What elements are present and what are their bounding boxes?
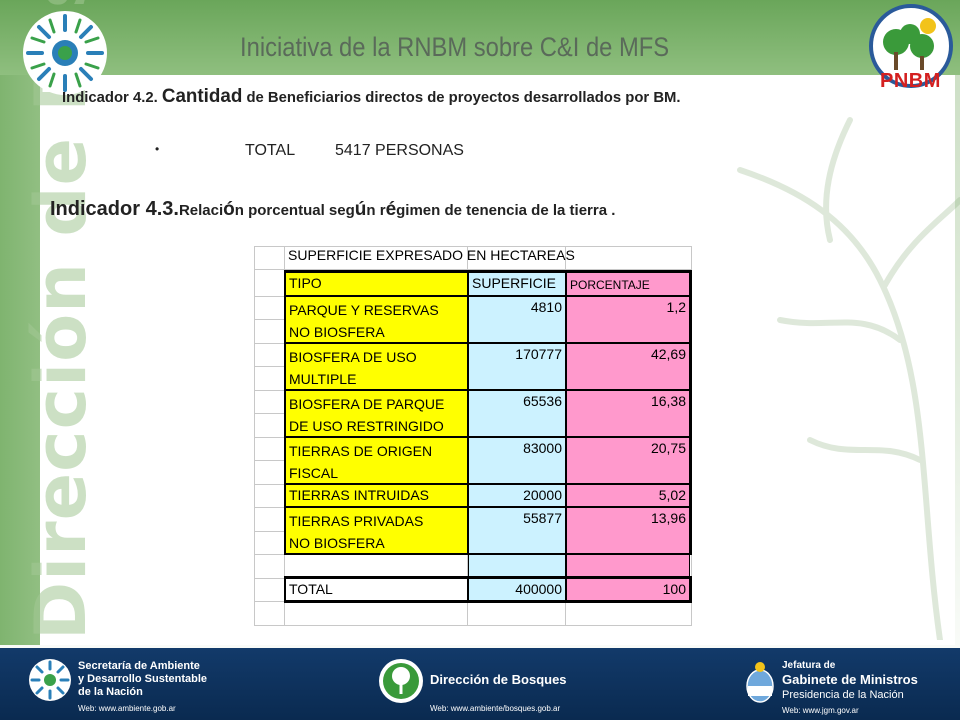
table-row-tipo: BIOSFERA DE USO MULTIPLE <box>285 343 468 390</box>
header-band <box>0 0 960 75</box>
table-row-superficie: 170777 <box>468 343 566 390</box>
indicator-4-2-suffix: de Beneficiarios directos de proyectos d… <box>242 89 681 106</box>
table-row-superficie: 83000 <box>468 437 566 484</box>
bullet: • <box>155 142 160 156</box>
tipo-line-2: DE USO RESTRINGIDO <box>289 418 444 434</box>
sun-logo-icon <box>23 11 107 95</box>
tipo-line-2: NO BIOSFERA <box>289 324 385 340</box>
indicator-4-3-big2: ú <box>354 199 367 220</box>
tipo-line-1: PARQUE Y RESERVAS <box>289 302 439 318</box>
indicator-4-3-part1: Relaci <box>178 202 224 219</box>
total-value: 5417 PERSONAS <box>335 142 464 159</box>
table-row-porcentaje: 1,2 <box>566 296 690 343</box>
blank-cell <box>566 554 690 578</box>
header-title: Iniciativa de la RNBM sobre C&I de MFS <box>240 32 670 62</box>
indicator-4-3-big3: é <box>385 199 397 220</box>
total-row-tipo: TOTAL <box>285 578 468 601</box>
footer-center-title: Dirección de Bosques <box>430 672 567 687</box>
tree-branches-decoration <box>737 117 960 640</box>
pnbm-logo-icon <box>869 4 953 88</box>
tipo-line-2: MULTIPLE <box>289 371 357 387</box>
header-porcentaje: PORCENTAJE <box>566 272 690 296</box>
indicator-4-3-big1: ó <box>223 199 235 220</box>
spreadsheet: SUPERFICIE EXPRESADO EN HECTAREAS TIPO S… <box>254 246 692 626</box>
table-row-porcentaje: 16,38 <box>566 390 690 437</box>
bosques-logo-icon <box>379 659 423 703</box>
pnbm-logo-text: PNBM <box>880 70 941 92</box>
total-label: TOTAL <box>245 142 296 159</box>
argentina-coat-of-arms-icon <box>746 662 774 703</box>
footer-left-line3: de la Nación <box>78 686 143 698</box>
tipo-line-1: TIERRAS PRIVADAS <box>289 513 424 529</box>
indicator-4-3-part3: n r <box>366 202 386 219</box>
table-row-porcentaje: 20,75 <box>566 437 690 484</box>
footer-right-line3: Presidencia de la Nación <box>782 689 904 701</box>
footer-left-web[interactable]: Web: www.ambiente.gob.ar <box>78 704 176 713</box>
header-tipo: TIPO <box>285 272 468 296</box>
table-row-superficie: 20000 <box>468 484 566 507</box>
gridline <box>254 625 692 626</box>
footer-left-line2: y Desarrollo Sustentable <box>78 673 207 685</box>
indicator-4-3-part2: n porcentual seg <box>234 202 355 219</box>
table-row-tipo: TIERRAS INTRUIDAS <box>285 484 468 507</box>
table-row-superficie: 4810 <box>468 296 566 343</box>
indicator-4-3-lead: Indicador 4.3. <box>50 198 179 220</box>
indicator-4-3: Indicador 4.3.Relación porcentual según … <box>50 198 615 221</box>
gridline <box>691 246 692 626</box>
footer-right-line2: Gabinete de Ministros <box>782 672 918 687</box>
indicator-4-2-emphasis: Cantidad <box>161 86 243 107</box>
gridline <box>254 246 255 626</box>
table-title: SUPERFICIE EXPRESADO EN HECTAREAS <box>288 247 575 263</box>
indicator-4-2: Indicador 4.2. Cantidad de Beneficiarios… <box>62 86 681 108</box>
table-row-porcentaje: 13,96 <box>566 507 690 554</box>
table-row-porcentaje: 42,69 <box>566 343 690 390</box>
table-row-tipo: TIERRAS DE ORIGEN FISCAL <box>285 437 468 484</box>
tipo-line-2: FISCAL <box>289 465 339 481</box>
tipo-line-1: BIOSFERA DE PARQUE <box>289 396 445 412</box>
table-row-porcentaje: 5,02 <box>566 484 690 507</box>
total-row-superficie: 400000 <box>468 578 566 601</box>
header-superficie: SUPERFICIE <box>468 272 566 296</box>
gridline <box>254 246 692 247</box>
table-row-tipo: TIERRAS PRIVADAS NO BIOSFERA <box>285 507 468 554</box>
gridline <box>254 601 692 602</box>
tipo-line-2: NO BIOSFERA <box>289 535 385 551</box>
tipo-line-1: TIERRAS DE ORIGEN <box>289 443 433 459</box>
table-row-superficie: 65536 <box>468 390 566 437</box>
indicator-4-3-part4: gimen de tenencia de la tierra . <box>396 202 616 219</box>
footer-right-web[interactable]: Web: www.jgm.gov.ar <box>782 706 859 715</box>
footer: Secretaría de Ambiente y Desarrollo Sust… <box>0 648 960 720</box>
table-row-tipo: PARQUE Y RESERVAS NO BIOSFERA <box>285 296 468 343</box>
table-row-tipo: BIOSFERA DE PARQUE DE USO RESTRINGIDO <box>285 390 468 437</box>
footer-left-line1: Secretaría de Ambiente <box>78 660 200 672</box>
blank-cell <box>468 554 566 578</box>
ambiente-logo-icon <box>29 659 71 701</box>
indicator-4-2-prefix: Indicador 4.2. <box>62 89 162 106</box>
footer-center-web[interactable]: Web: www.ambiente/bosques.gob.ar <box>430 704 561 713</box>
table-row-superficie: 55877 <box>468 507 566 554</box>
footer-right-line1: Jefatura de <box>782 660 836 671</box>
gridline <box>254 269 692 270</box>
total-row-porcentaje: 100 <box>566 578 690 601</box>
tipo-line-1: BIOSFERA DE USO <box>289 349 417 365</box>
